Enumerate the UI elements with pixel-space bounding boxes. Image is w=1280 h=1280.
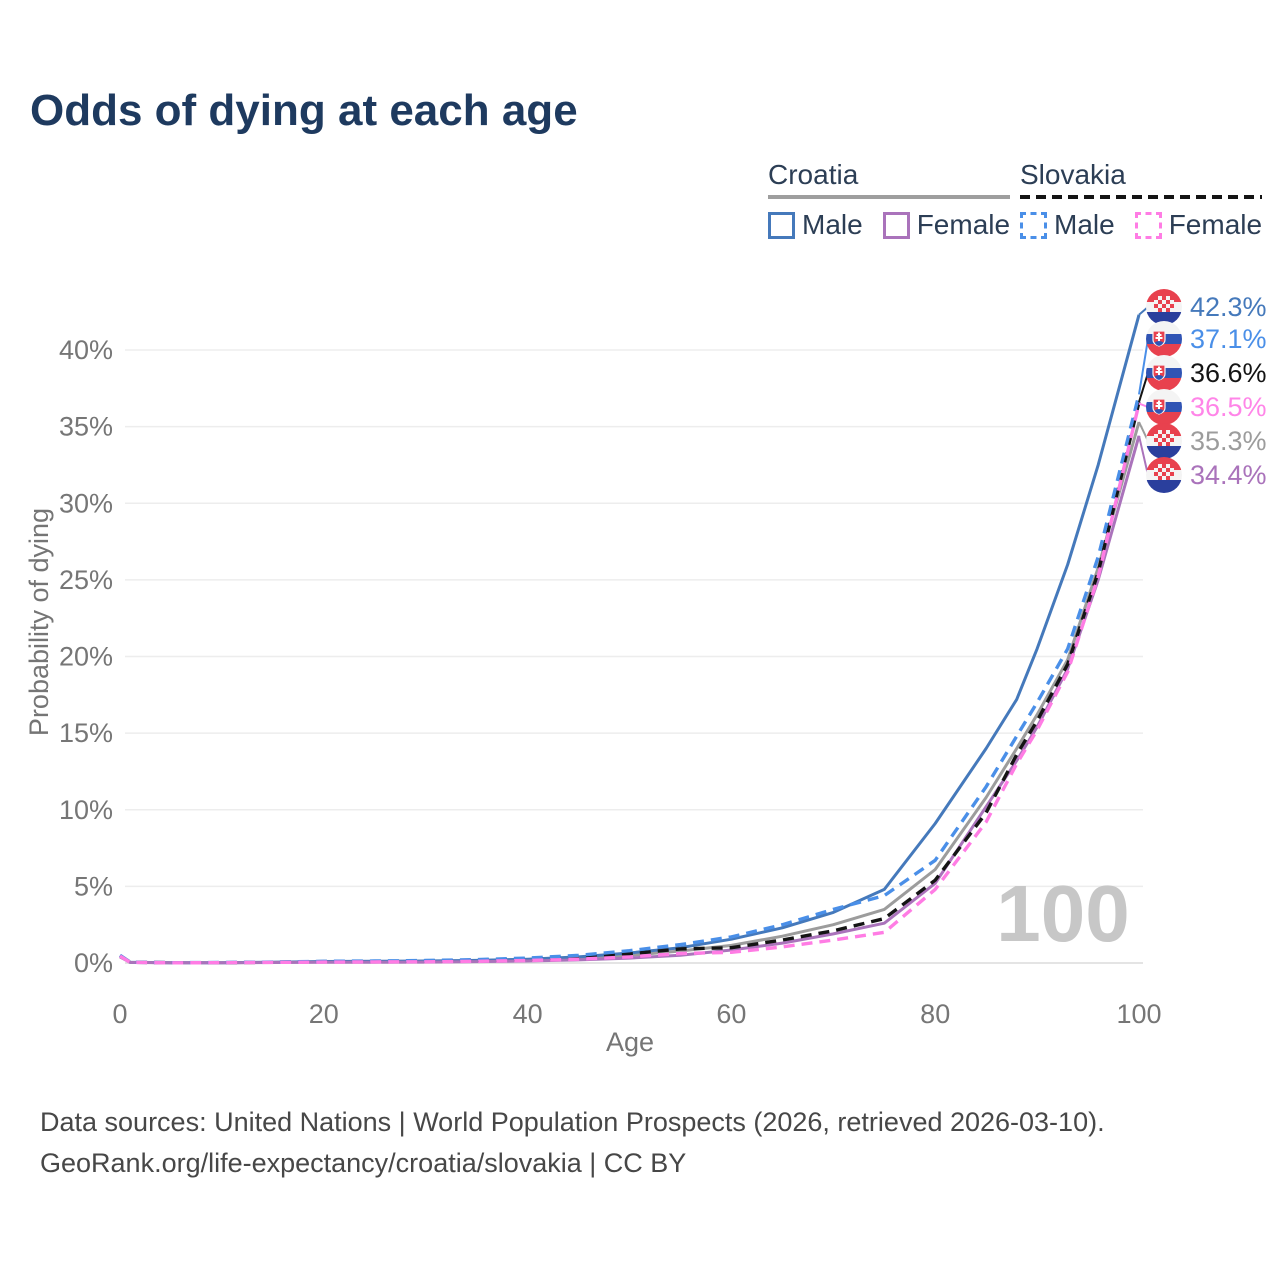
end-label-slovakia-male: 37.1% (1146, 321, 1267, 357)
x-tick-label: 20 (309, 999, 339, 1029)
slovakia-female-swatch-icon (1134, 211, 1162, 239)
x-tick-label: 0 (112, 999, 127, 1029)
end-value: 35.3% (1190, 425, 1267, 456)
end-label-croatia-male: 42.3% (1146, 289, 1267, 325)
y-tick-label: 20% (59, 642, 113, 672)
y-tick-label: 15% (59, 718, 113, 748)
end-label-croatia-female: 34.4% (1146, 457, 1267, 493)
y-axis-title: Probability of dying (24, 508, 54, 736)
slovakia-dashed-line-sample (1020, 195, 1263, 199)
legend-item-croatia-male[interactable]: Male (768, 209, 863, 241)
y-tick-label: 10% (59, 795, 113, 825)
footer-attribution: GeoRank.org/life-expectancy/croatia/slov… (40, 1148, 687, 1178)
croatia-flag-icon (1146, 423, 1182, 459)
page-title: Odds of dying at each age (30, 86, 578, 135)
legend-label-croatia-male: Male (802, 209, 863, 240)
end-value: 34.4% (1190, 459, 1267, 490)
x-tick-label: 80 (920, 999, 950, 1029)
end-value: 37.1% (1190, 323, 1267, 354)
y-tick-label: 25% (59, 565, 113, 595)
legend-group-slovakia: Slovakia Male Female (1020, 159, 1263, 241)
slovakia-male-swatch-icon (1020, 211, 1047, 239)
end-label-croatia-both: 35.3% (1146, 423, 1267, 459)
legend-label-croatia-female: Female (916, 209, 1011, 240)
croatia-flag-icon (1146, 457, 1182, 493)
y-tick-label: 5% (74, 871, 113, 901)
x-tick-label: 60 (716, 999, 746, 1029)
y-tick-label: 35% (59, 412, 113, 442)
croatia-solid-line-sample (768, 195, 1011, 199)
line-croatia-female[interactable] (119, 435, 1141, 965)
end-label-slovakia-both: 36.6% (1146, 355, 1267, 391)
legend-item-slovakia-female[interactable]: Female (1134, 209, 1263, 241)
footer: Data sources: United Nations | World Pop… (40, 1102, 1105, 1184)
legend-item-slovakia-male[interactable]: Male (1020, 209, 1115, 241)
slovakia-flag-icon (1146, 355, 1182, 391)
croatia-female-swatch-icon (882, 211, 910, 239)
legend-label-slovakia-female: Female (1168, 209, 1263, 240)
end-value: 36.5% (1190, 391, 1267, 422)
y-tick-label: 0% (74, 948, 113, 978)
croatia-flag-icon (1146, 289, 1182, 325)
y-tick-label: 30% (59, 488, 113, 518)
line-slovakia-female[interactable] (119, 403, 1141, 965)
footer-data-sources: Data sources: United Nations | World Pop… (40, 1107, 1105, 1137)
x-tick-label: 100 (1116, 999, 1161, 1029)
end-value: 42.3% (1190, 291, 1267, 322)
legend-group-croatia: Croatia Male Female (768, 159, 1011, 241)
legend-country-slovakia[interactable]: Slovakia (1020, 159, 1126, 190)
y-tick-label: 40% (59, 335, 113, 365)
line-slovakia-male[interactable] (119, 393, 1141, 965)
slovakia-flag-icon (1146, 321, 1182, 357)
age-watermark: 100 (996, 869, 1129, 958)
legend-country-croatia[interactable]: Croatia (768, 159, 859, 190)
slovakia-flag-icon (1146, 389, 1182, 425)
legend-item-croatia-female[interactable]: Female (882, 209, 1011, 241)
end-label-slovakia-female: 36.5% (1146, 389, 1267, 425)
line-slovakia-both[interactable] (119, 401, 1141, 965)
x-axis-title: Age (606, 1027, 654, 1057)
x-tick-label: 40 (513, 999, 543, 1029)
legend-label-slovakia-male: Male (1054, 209, 1115, 240)
line-croatia-male[interactable] (119, 314, 1141, 965)
end-value: 36.6% (1190, 357, 1267, 388)
croatia-male-swatch-icon (768, 211, 795, 239)
